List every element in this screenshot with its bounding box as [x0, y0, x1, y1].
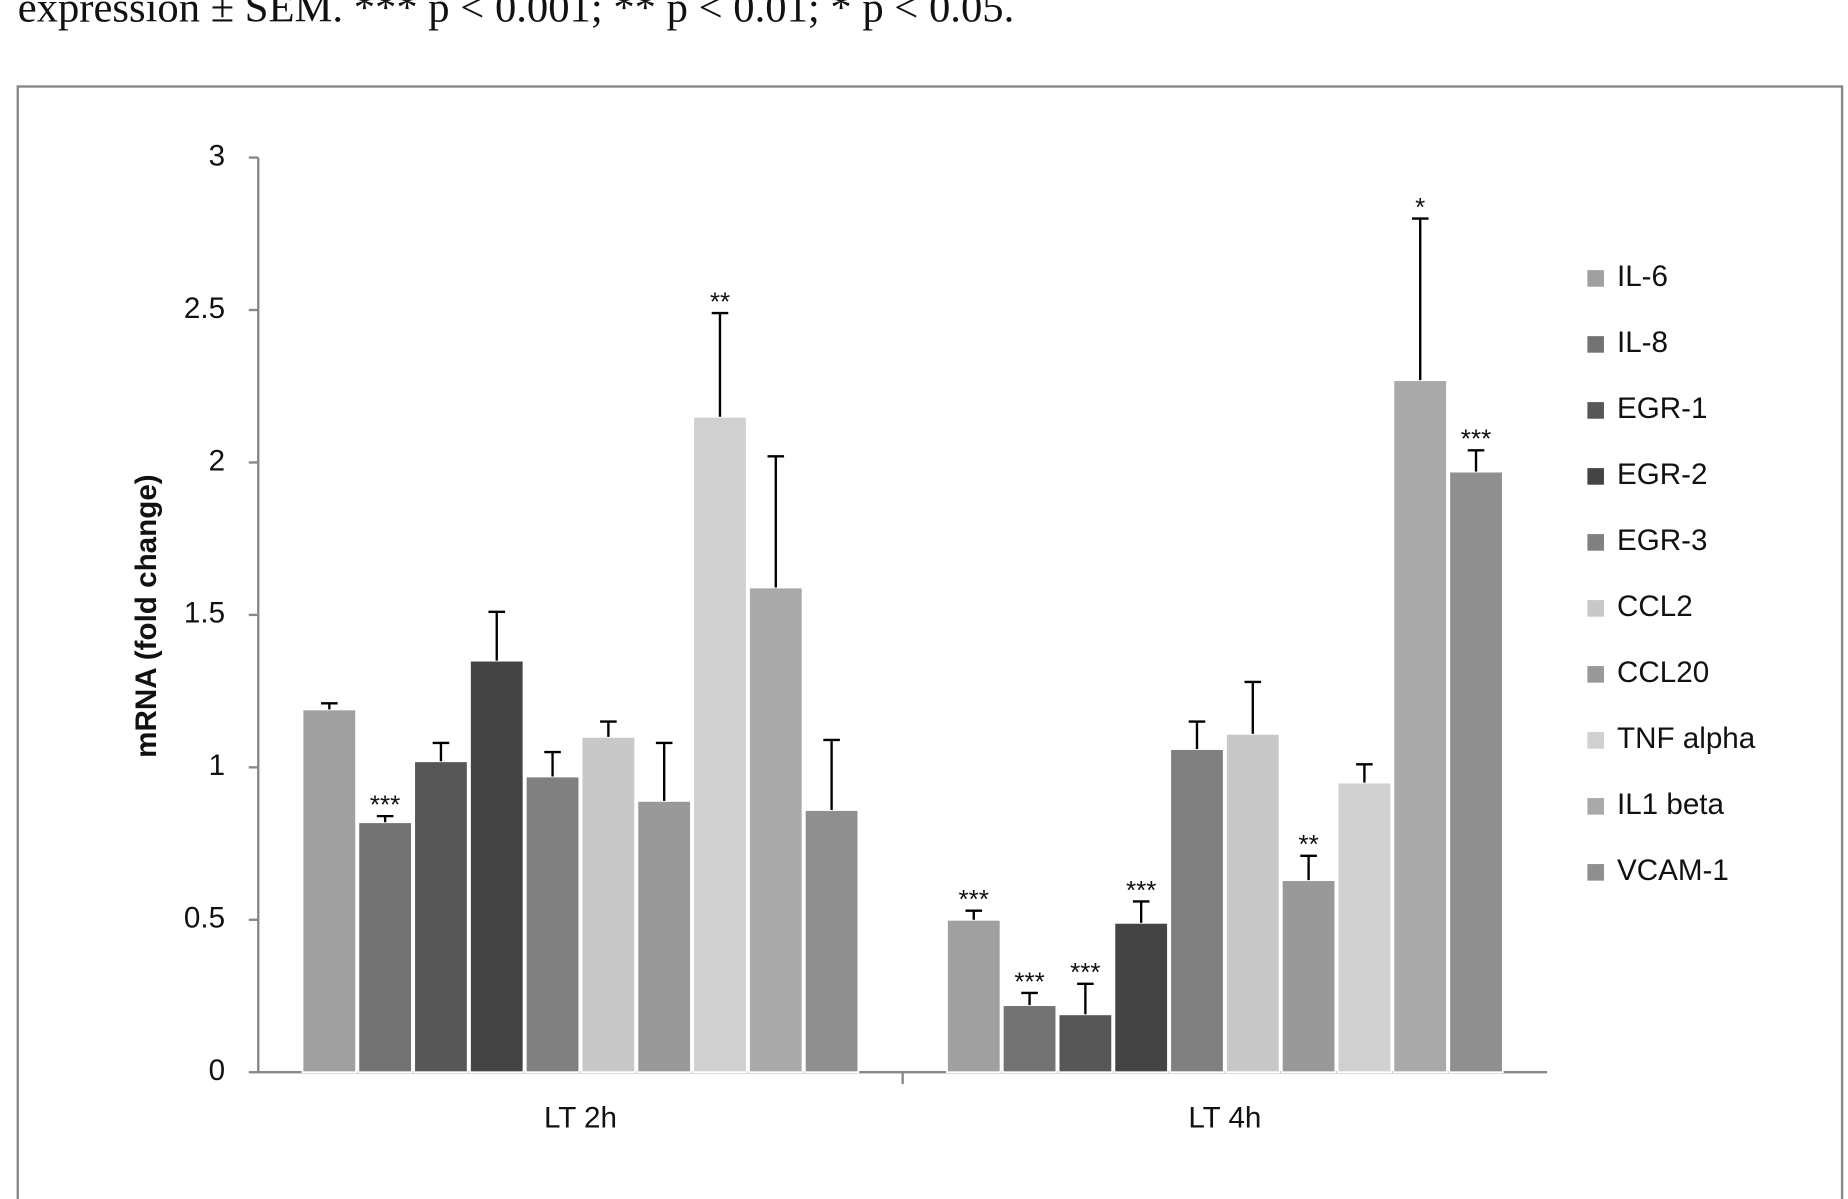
error-bar — [655, 741, 673, 801]
legend-label: EGR-2 — [1617, 458, 1707, 491]
bar — [580, 735, 637, 1074]
significance-label: ** — [1298, 829, 1318, 859]
legend-swatch — [1587, 666, 1604, 683]
bar — [1001, 1004, 1058, 1074]
bar — [1113, 921, 1169, 1074]
bar — [301, 708, 358, 1074]
significance-label: *** — [959, 884, 989, 914]
legend-swatch — [1587, 468, 1604, 485]
legend-label: EGR-1 — [1617, 392, 1707, 425]
significance-label: ** — [710, 286, 730, 316]
legend-label: IL1 beta — [1617, 788, 1725, 821]
y-tick-label: 1 — [209, 749, 225, 782]
error-bar — [321, 702, 338, 710]
error-bar — [823, 738, 840, 811]
bar — [1057, 1013, 1114, 1074]
error-bar — [1300, 854, 1317, 881]
significance-label: *** — [1014, 966, 1044, 996]
bar — [357, 821, 413, 1074]
caption: expression ± SEM. *** p < 0.001; ** p < … — [18, 0, 1014, 32]
chart-frame — [16, 85, 1844, 1199]
bar — [636, 799, 692, 1074]
bar — [1280, 879, 1337, 1074]
legend-label: CCL2 — [1617, 590, 1693, 623]
error-bar — [1132, 900, 1150, 923]
error-bar — [767, 455, 785, 588]
significance-label: *** — [370, 790, 400, 820]
legend-swatch — [1587, 732, 1604, 749]
error-bar — [432, 741, 450, 762]
bar — [524, 775, 581, 1074]
bar — [1336, 781, 1393, 1074]
bar — [1225, 732, 1281, 1074]
bar — [803, 809, 860, 1074]
bar — [1169, 748, 1225, 1074]
error-bar — [1356, 763, 1373, 783]
bar — [946, 918, 1002, 1074]
error-bar — [711, 311, 729, 417]
y-tick-label: 2 — [209, 444, 225, 477]
bar — [1448, 470, 1504, 1074]
bar — [748, 586, 804, 1074]
y-tick-label: 0 — [209, 1054, 225, 1087]
legend-swatch — [1587, 270, 1604, 287]
y-tick-label: 1.5 — [184, 597, 225, 630]
legend-label: EGR-3 — [1617, 524, 1707, 557]
legend-swatch — [1587, 534, 1604, 551]
legend-swatch — [1587, 402, 1604, 419]
error-bar — [1244, 680, 1262, 734]
legend-swatch — [1587, 864, 1604, 881]
error-bar — [965, 909, 983, 920]
error-bar — [544, 750, 561, 777]
legend-label: IL-8 — [1617, 326, 1668, 359]
significance-label: * — [1415, 192, 1425, 222]
y-tick-label: 3 — [209, 139, 225, 172]
y-tick-label: 2.5 — [184, 292, 225, 325]
error-bar — [1077, 982, 1094, 1015]
significance-label: *** — [1070, 957, 1100, 987]
error-bar — [1021, 991, 1038, 1006]
bar — [692, 415, 748, 1074]
x-tick-label: LT 2h — [544, 1101, 617, 1134]
significance-label: *** — [1461, 424, 1491, 454]
error-bar — [1467, 449, 1485, 472]
legend-swatch — [1587, 336, 1604, 353]
bar — [1392, 379, 1448, 1074]
error-bar — [1188, 720, 1206, 750]
legend-swatch — [1587, 798, 1604, 815]
legend-label: VCAM-1 — [1617, 854, 1729, 887]
x-tick-label: LT 4h — [1188, 1101, 1261, 1134]
error-bar — [376, 814, 394, 823]
error-bar — [1411, 217, 1429, 381]
y-tick-label: 0.5 — [184, 902, 225, 935]
legend-label: TNF alpha — [1617, 722, 1756, 755]
legend-label: IL-6 — [1617, 260, 1668, 293]
significance-label: *** — [1126, 875, 1156, 905]
y-axis-title: mRNA (fold change) — [130, 474, 163, 758]
bar — [413, 760, 469, 1074]
legend-label: CCL20 — [1617, 656, 1709, 689]
error-bar — [600, 720, 617, 737]
legend-swatch — [1587, 600, 1604, 617]
bar — [469, 659, 525, 1074]
error-bar — [488, 610, 506, 661]
